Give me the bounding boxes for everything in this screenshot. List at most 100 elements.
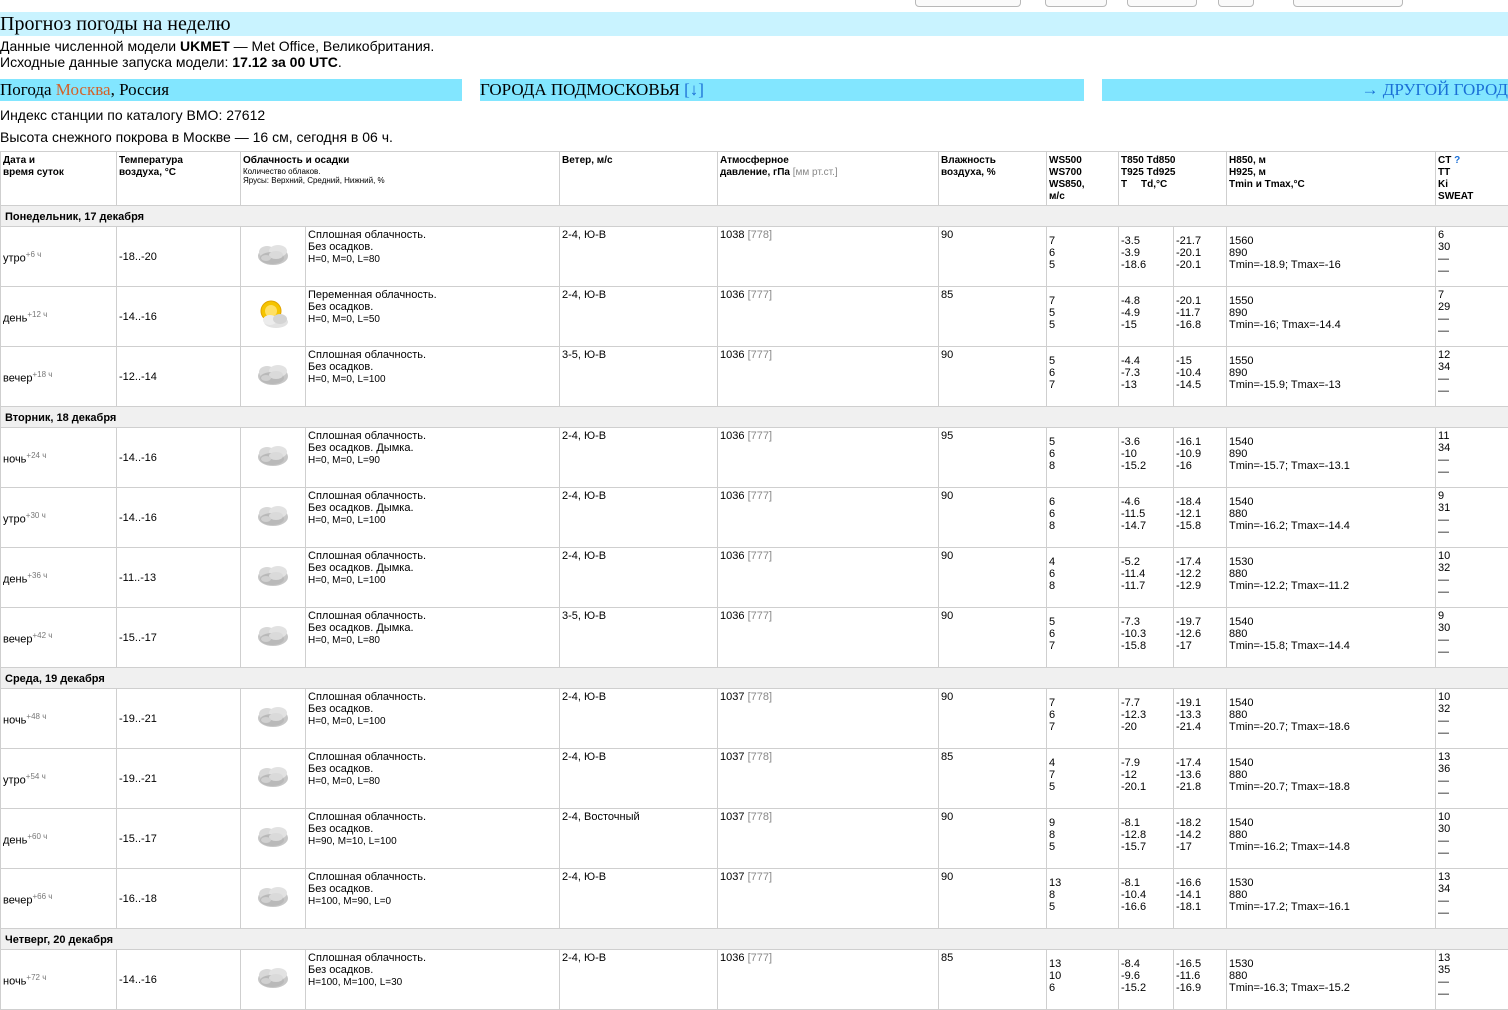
pressure: 1036 [777] [718,347,939,407]
temperature: -18..-20 [117,227,241,287]
time-label: день [3,834,27,846]
pressure-mm: [777] [748,871,772,883]
index-value: 9 [1438,610,1506,622]
index-value: 30 [1438,241,1506,253]
cloud-description: Сплошная облачность.Без осадков.H=90, M=… [306,809,560,869]
ct-help-link[interactable]: ? [1454,155,1460,166]
td-value: -14.1 [1176,889,1224,901]
t-value: -8.1 [1121,877,1171,889]
top-nav-button[interactable] [1127,0,1197,7]
t-value: -8.4 [1121,958,1171,970]
td-value: -16.5 [1176,958,1224,970]
td-value: -18.1 [1176,901,1224,913]
h-value: 890 [1229,367,1433,379]
ws-value: 7 [1049,697,1116,709]
pressure: 1037 [777] [718,869,939,929]
ws-value: 9 [1049,817,1116,829]
time-offset: +48 ч [26,712,46,721]
time-label: вечер [3,633,32,645]
pressure: 1036 [777] [718,428,939,488]
h-value: 1550 [1229,355,1433,367]
cloud-text: Сплошная облачность. [308,430,557,442]
ws-value: 6 [1049,496,1116,508]
t-value: -12.3 [1121,709,1171,721]
pressure-mm: [777] [748,430,772,442]
temperatures-aloft: -7.7-12.3-20 [1119,689,1174,749]
ws-value: 5 [1049,841,1116,853]
col-wind: Ветер, м/с [560,152,718,206]
humidity: 90 [939,608,1047,668]
h-value: Tmin=-15.8; Tmax=-14.4 [1229,640,1433,652]
day-name: Вторник, 18 декабря [1,407,1508,428]
time-offset: +36 ч [27,571,47,580]
index-value: 34 [1438,361,1506,373]
pressure-mm: [778] [748,811,772,823]
t-value: -5.2 [1121,556,1171,568]
t-value: -3.5 [1121,235,1171,247]
snow-depth: Высота снежного покрова в Москве — 16 см… [0,129,393,145]
ws-value: 7 [1049,295,1116,307]
h-value: 880 [1229,568,1433,580]
td-value: -12.1 [1176,508,1224,520]
top-nav-button[interactable] [1045,0,1107,7]
temperature: -15..-17 [117,608,241,668]
other-city-link[interactable]: → ДРУГОЙ ГОРОД [1362,80,1508,99]
page-title: Прогноз погоды на неделю [0,12,1508,36]
pressure-mm: [777] [748,289,772,301]
top-nav-button[interactable] [1218,0,1254,7]
pressure: 1037 [778] [718,809,939,869]
h-value: 1540 [1229,616,1433,628]
time-offset: +18 ч [32,370,52,379]
pressure: 1036 [777] [718,488,939,548]
top-nav-button[interactable] [915,0,1021,7]
h-value: Tmin=-17.2; Tmax=-16.1 [1229,901,1433,913]
t-value: -8.1 [1121,817,1171,829]
index-value: — [1438,775,1506,787]
index-value: 30 [1438,622,1506,634]
time-offset: +42 ч [32,631,52,640]
t-value: -12 [1121,769,1171,781]
dewpoints-aloft: -19.1-13.3-21.4 [1174,689,1227,749]
time-label: вечер [3,894,32,906]
temperatures-aloft: -7.3-10.3-15.8 [1119,608,1174,668]
pressure-hpa: 1038 [720,229,744,241]
pressure: 1036 [777] [718,950,939,1010]
dewpoints-aloft: -18.2-14.2-17 [1174,809,1227,869]
top-nav-button[interactable] [1293,0,1403,7]
index-value: 10 [1438,811,1506,823]
t-value: -13 [1121,379,1171,391]
day-name: Среда, 19 декабря [1,668,1508,689]
h-value: 1560 [1229,235,1433,247]
index-value: — [1438,895,1506,907]
cloud-description: Сплошная облачность.Без осадков.H=0, M=0… [306,749,560,809]
pressure-hpa: 1037 [720,691,744,703]
suburbs-link[interactable]: [↓] [684,80,704,99]
temperatures-aloft: -8.1-12.8-15.7 [1119,809,1174,869]
index-value: — [1438,646,1506,658]
humidity: 90 [939,548,1047,608]
t-value: -4.4 [1121,355,1171,367]
h-value: Tmin=-15.9; Tmax=-13 [1229,379,1433,391]
t-value: -12.8 [1121,829,1171,841]
city-link[interactable]: Москва [56,80,111,99]
ws-value: 8 [1049,580,1116,592]
cloud-description: Сплошная облачность.Без осадков. Дымка.H… [306,428,560,488]
td-value: -16 [1176,460,1224,472]
precip-text: Без осадков. Дымка. [308,442,557,454]
pressure-mm: [777] [748,610,772,622]
ws-value: 4 [1049,757,1116,769]
